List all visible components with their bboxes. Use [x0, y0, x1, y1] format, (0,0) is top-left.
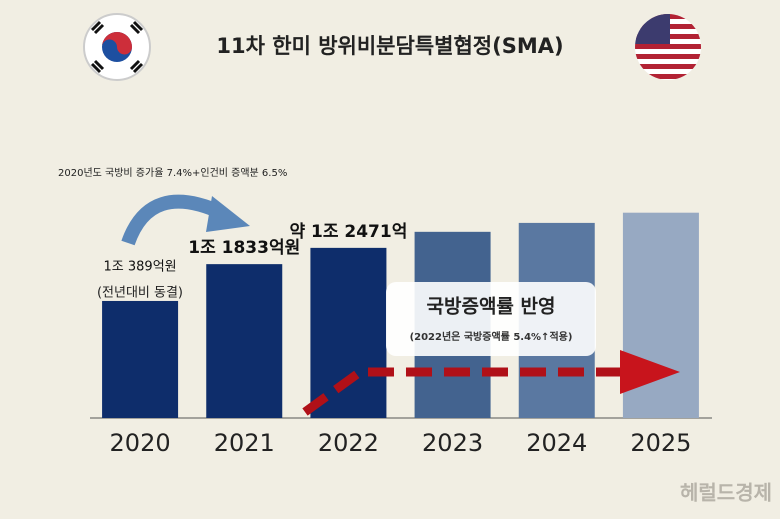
- growth-note: 2020년도 국방비 증가율 7.4%+인건비 증액분 6.5%: [58, 167, 287, 179]
- korea-flag: [83, 13, 151, 81]
- x-tick-label: 2023: [422, 429, 483, 457]
- value-label: 1조 1833억원: [188, 238, 300, 258]
- chart-title: 11차 한미 방위비분담특별협정(SMA): [216, 34, 563, 58]
- x-tick-label: 2022: [318, 429, 379, 457]
- trend-arrow: [302, 367, 625, 416]
- x-tick-label: 2025: [630, 429, 691, 457]
- box-title: 국방증액률 반영: [427, 296, 556, 318]
- source-watermark: 헤럴드경제: [680, 481, 772, 505]
- us-flag: [635, 14, 701, 80]
- freeze-note: (전년대비 동결): [97, 286, 183, 301]
- value-label: 약 1조 2471억: [289, 221, 407, 242]
- trend-arrow-head: [620, 350, 680, 394]
- bar: [310, 247, 387, 418]
- value-label: 1조 389억원: [104, 259, 177, 274]
- bar: [102, 300, 179, 418]
- x-tick-label: 2024: [526, 429, 587, 457]
- box-note: (2022년은 국방증액률 5.4%↑적용): [410, 330, 573, 343]
- growth-arrow: [121, 194, 225, 246]
- note-box: [386, 282, 596, 356]
- x-tick-label: 2021: [214, 429, 275, 457]
- x-tick-label: 2020: [110, 429, 171, 457]
- growth-arrow-head: [206, 196, 250, 232]
- bar: [206, 264, 283, 418]
